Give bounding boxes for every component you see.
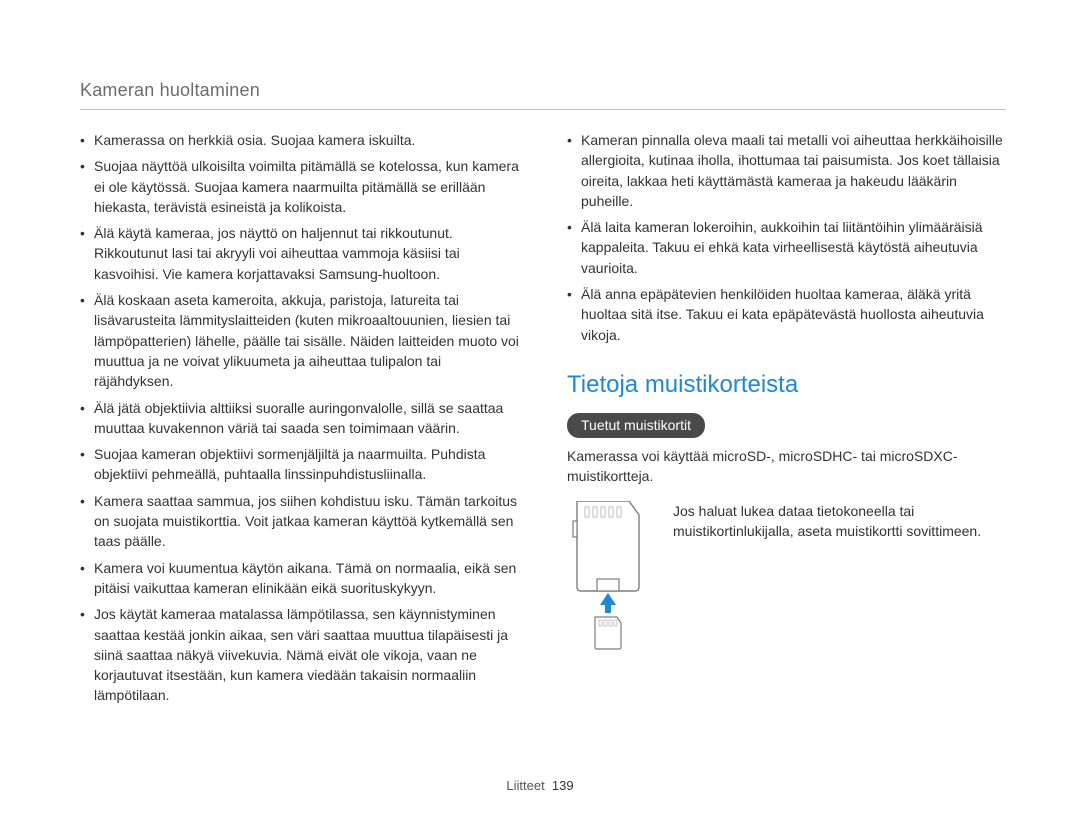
section-title: Tietoja muistikorteista xyxy=(567,371,1006,399)
list-item: Kamera saattaa sammua, jos siihen kohdis… xyxy=(80,491,519,552)
left-bullet-list: Kamerassa on herkkiä osia. Suojaa kamera… xyxy=(80,130,519,706)
footer-page-number: 139 xyxy=(552,778,574,793)
right-column: Kameran pinnalla oleva maali tai metalli… xyxy=(567,130,1006,712)
sd-adapter-illustration xyxy=(567,501,649,656)
page-header-title: Kameran huoltaminen xyxy=(80,80,1006,101)
header-rule xyxy=(80,109,1006,110)
list-item: Jos käytät kameraa matalassa lämpötilass… xyxy=(80,604,519,705)
page-footer: Liitteet 139 xyxy=(0,778,1080,793)
adapter-note-text: Jos haluat lukea dataa tietokoneella tai… xyxy=(673,501,1006,542)
supported-cards-pill: Tuetut muistikortit xyxy=(567,413,705,438)
list-item: Älä koskaan aseta kameroita, akkuja, par… xyxy=(80,290,519,391)
list-item: Älä laita kameran lokeroihin, aukkoihin … xyxy=(567,217,1006,278)
footer-label: Liitteet xyxy=(506,778,544,793)
page: Kameran huoltaminen Kamerassa on herkkiä… xyxy=(0,0,1080,815)
content-columns: Kamerassa on herkkiä osia. Suojaa kamera… xyxy=(80,130,1006,712)
list-item: Kamera voi kuumentua käytön aikana. Tämä… xyxy=(80,558,519,599)
list-item: Kamerassa on herkkiä osia. Suojaa kamera… xyxy=(80,130,519,150)
sd-card-icon xyxy=(567,501,649,651)
list-item: Suojaa kameran objektiivi sormenjäljiltä… xyxy=(80,444,519,485)
list-item: Älä jätä objektiivia alttiiksi suoralle … xyxy=(80,398,519,439)
list-item: Älä käytä kameraa, jos näyttö on haljenn… xyxy=(80,223,519,284)
pill-container: Tuetut muistikortit xyxy=(567,413,1006,446)
list-item: Älä anna epäpätevien henkilöiden huoltaa… xyxy=(567,284,1006,345)
list-item: Suojaa näyttöä ulkoisilta voimilta pitäm… xyxy=(80,156,519,217)
left-column: Kamerassa on herkkiä osia. Suojaa kamera… xyxy=(80,130,519,712)
section-intro-text: Kamerassa voi käyttää microSD-, microSDH… xyxy=(567,446,1006,487)
list-item: Kameran pinnalla oleva maali tai metalli… xyxy=(567,130,1006,211)
right-bullet-list: Kameran pinnalla oleva maali tai metalli… xyxy=(567,130,1006,345)
adapter-block: Jos haluat lukea dataa tietokoneella tai… xyxy=(567,501,1006,656)
